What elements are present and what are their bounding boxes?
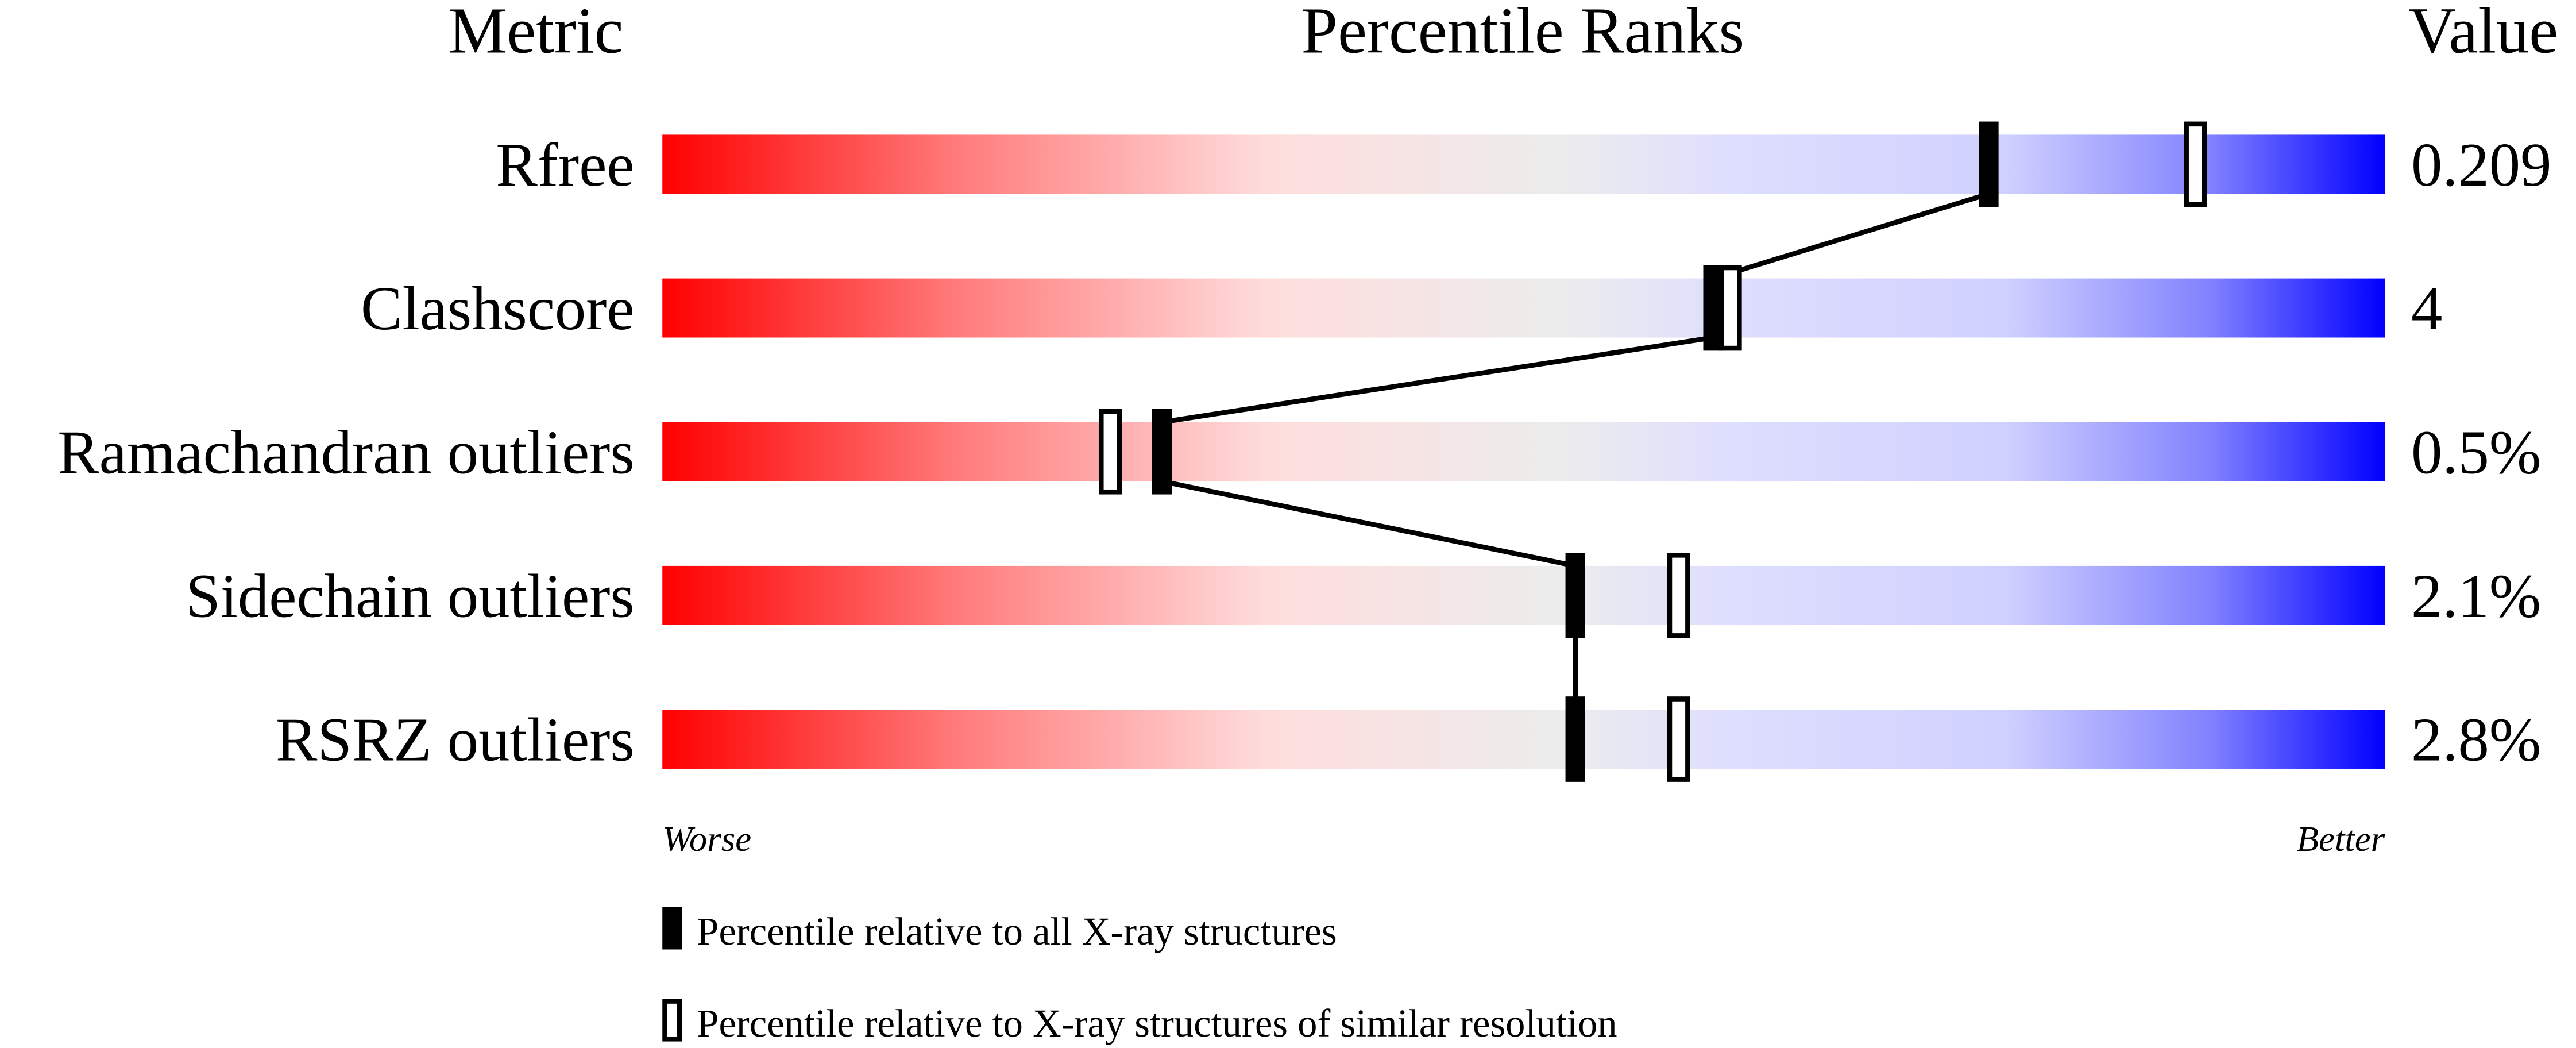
metric-label: Sidechain outliers: [186, 562, 634, 631]
connector-line: [1161, 479, 1576, 569]
legend-all-label: Percentile relative to all X-ray structu…: [697, 910, 1337, 953]
marker-similar-resolution: [1718, 265, 1742, 351]
marker-all-structures: [1152, 409, 1172, 495]
metric-value: 0.209: [2411, 130, 2551, 199]
marker-similar-resolution: [1667, 553, 1690, 638]
header-metric: Metric: [449, 0, 624, 67]
header-percentile-ranks: Percentile Ranks: [1301, 0, 1745, 67]
axis-label-worse: Worse: [662, 819, 751, 859]
metric-value: 2.1%: [2411, 562, 2541, 631]
metric-value: 0.5%: [2411, 418, 2541, 487]
marker-similar-resolution: [1667, 696, 1690, 782]
percentile-bar: [662, 134, 2385, 194]
metric-label: Rfree: [496, 130, 634, 199]
metric-value: 2.8%: [2411, 706, 2541, 775]
percentile-bar: [662, 565, 2385, 625]
metric-label: Clashscore: [361, 274, 635, 343]
metric-value: 4: [2411, 274, 2442, 343]
marker-all-structures: [1565, 553, 1585, 638]
legend-similar-label: Percentile relative to X-ray structures …: [697, 1001, 1617, 1045]
marker-all-structures: [1703, 265, 1723, 351]
metric-label: RSRZ outliers: [276, 706, 635, 775]
percentile-bar: [662, 710, 2385, 769]
connector-line: [1712, 191, 1990, 281]
legend-hollow-marker: [662, 999, 682, 1042]
marker-similar-resolution: [2184, 121, 2207, 207]
metric-label: Ramachandran outliers: [57, 418, 634, 487]
legend-filled-marker: [662, 907, 682, 950]
percentile-bar: [662, 422, 2385, 481]
marker-similar-resolution: [1098, 409, 1122, 495]
header-value: Value: [2409, 0, 2558, 67]
marker-all-structures: [1565, 696, 1585, 782]
axis-label-better: Better: [2297, 819, 2385, 859]
marker-all-structures: [1979, 121, 1999, 207]
percentile-bar: [662, 278, 2385, 338]
connector-line: [1161, 335, 1714, 425]
